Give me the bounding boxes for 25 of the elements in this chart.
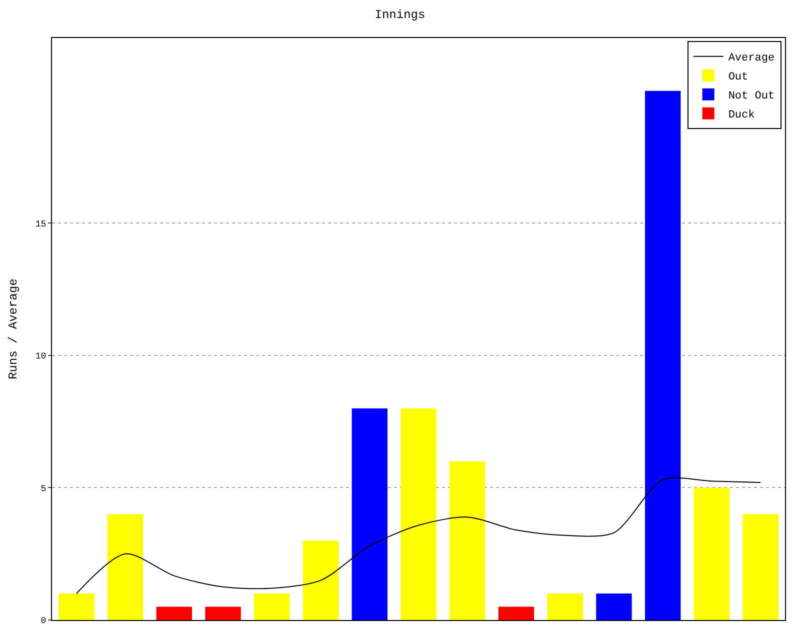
bar bbox=[107, 514, 144, 620]
y-axis-title: Runs / Average bbox=[6, 278, 21, 380]
bar bbox=[352, 408, 388, 620]
y-tick-label: 10 bbox=[35, 352, 46, 362]
bar bbox=[596, 594, 632, 620]
y-tick-label: 5 bbox=[40, 484, 46, 494]
y-tick-label: 15 bbox=[35, 219, 46, 230]
bar bbox=[694, 488, 730, 620]
bar bbox=[205, 606, 241, 620]
legend-label: Not Out bbox=[728, 90, 775, 103]
legend-label: Duck bbox=[728, 110, 756, 122]
bar bbox=[302, 540, 339, 620]
legend-label: Average bbox=[728, 52, 775, 65]
bar bbox=[156, 606, 192, 620]
legend-label: Out bbox=[728, 72, 748, 84]
bar bbox=[400, 408, 436, 620]
bar bbox=[58, 594, 94, 620]
bar bbox=[547, 594, 583, 620]
chart-title: Innings bbox=[374, 8, 426, 22]
y-tick-label: 0 bbox=[40, 616, 46, 626]
bar bbox=[450, 461, 486, 620]
bar bbox=[742, 514, 778, 620]
bar bbox=[498, 606, 534, 620]
bar bbox=[254, 594, 290, 620]
bar bbox=[645, 90, 681, 620]
